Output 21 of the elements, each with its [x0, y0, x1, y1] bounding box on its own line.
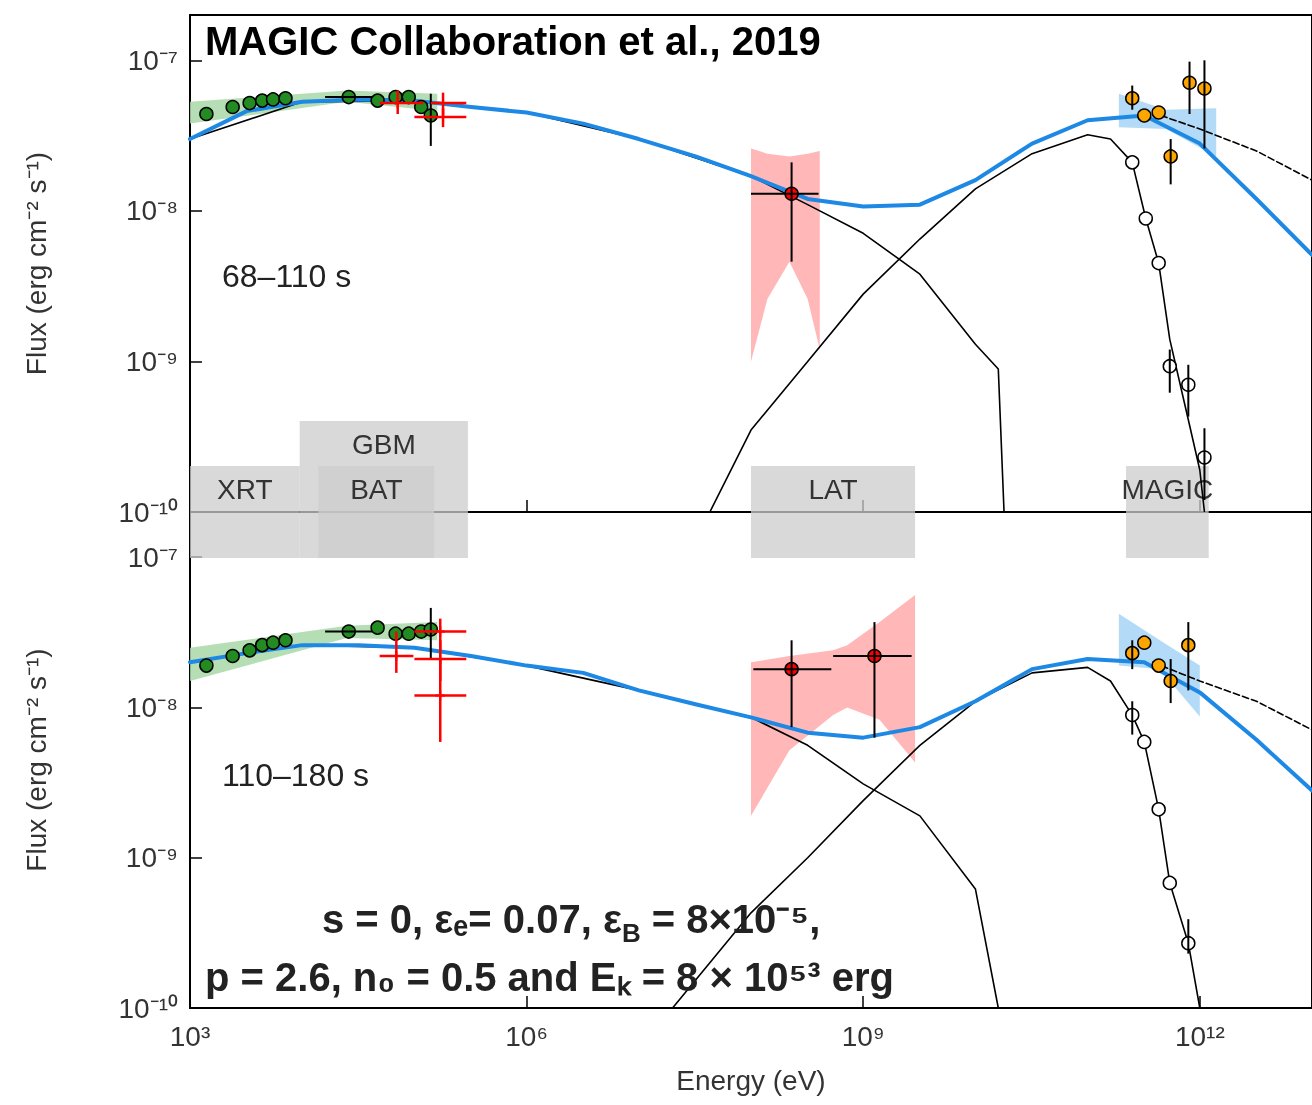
x-axis-title: Energy (eV)	[676, 1064, 826, 1096]
y-tick-label: 10⁻⁸	[126, 691, 178, 723]
x-tick-label: 10⁹	[841, 1020, 885, 1052]
band-label: BAT	[350, 473, 403, 505]
y-axis-title: Flux (erg cm⁻² s⁻¹)	[20, 648, 52, 872]
annotation: 110–180 s	[222, 757, 370, 794]
x-tick-label: 10¹²	[1174, 1020, 1225, 1052]
x-tick-label: 10⁶	[505, 1020, 548, 1052]
y-tick-label: 10⁻⁷	[127, 44, 178, 76]
y-tick-label: 10⁻⁷	[127, 541, 178, 573]
band-label: GBM	[351, 428, 416, 460]
annotation: p = 2.6, n₀ = 0.5 and Eₖ = 8 × 10⁵³ erg	[205, 954, 894, 1001]
band-label: LAT	[808, 473, 858, 505]
band-label: XRT	[217, 473, 273, 505]
y-tick-label: 10⁻¹⁰	[118, 496, 178, 528]
y-tick-label: 10⁻⁸	[126, 195, 178, 227]
y-tick-label: 10⁻⁹	[125, 842, 178, 874]
chart-title: MAGIC Collaboration et al., 2019	[205, 19, 821, 63]
y-axis-title: Flux (erg cm⁻² s⁻¹)	[20, 151, 52, 376]
y-tick-label: 10⁻⁹	[125, 345, 178, 377]
annotation: 68–110 s	[222, 258, 352, 295]
